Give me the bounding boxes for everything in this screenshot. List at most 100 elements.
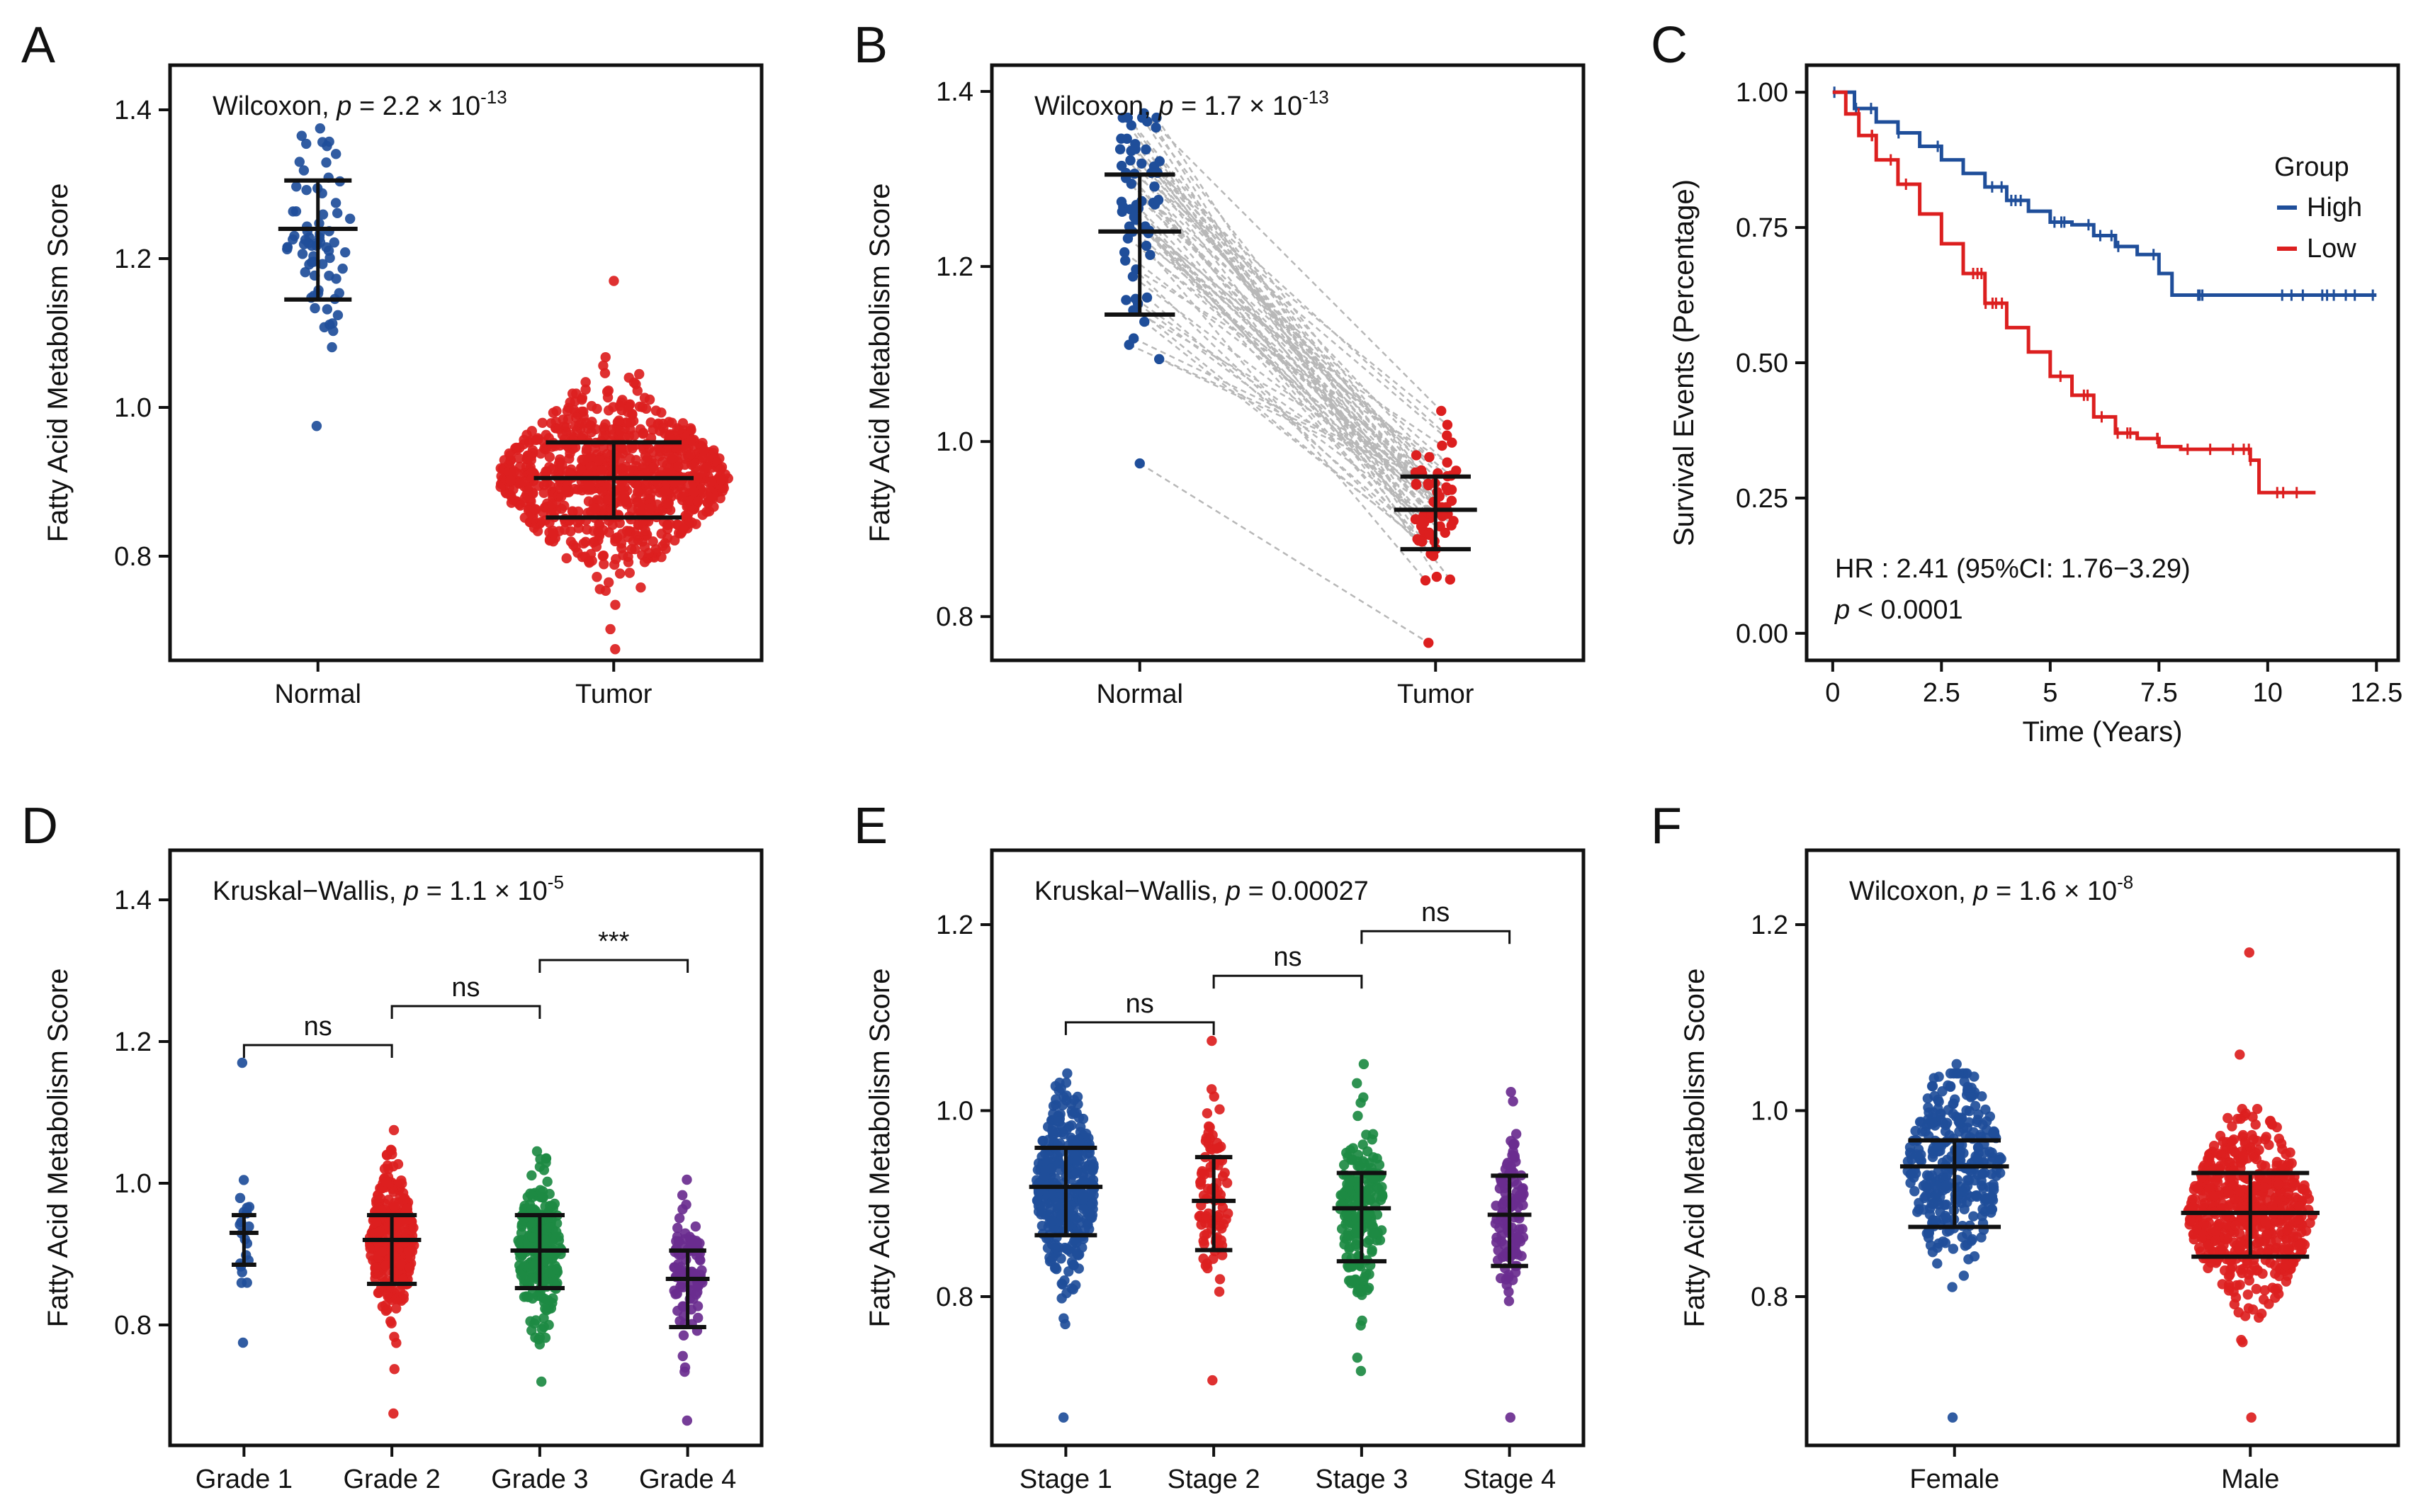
data-point [577,393,587,403]
data-point [1984,1182,1995,1192]
data-point [1199,1230,1210,1241]
data-point [2205,1257,2216,1268]
data-point [1924,1209,1936,1220]
plot-frame [168,848,764,1448]
data-point [2216,1244,2227,1256]
stat-annotation: Wilcoxon, p = 1.7 × 10-13 [1034,86,1329,121]
data-point [547,498,558,509]
data-point [1951,1059,1962,1070]
data-point [1937,1086,1948,1097]
data-point [639,557,650,568]
data-point [1416,536,1428,547]
data-point [365,1243,375,1254]
data-point [1954,1153,1965,1165]
data-point [395,1191,406,1202]
data-point [1932,1258,1943,1269]
data-point [1358,1275,1369,1286]
group-grade-2 [362,1124,422,1419]
data-point [1510,1129,1522,1139]
data-point [1124,339,1134,350]
x-tick-label: Normal [1097,679,1183,709]
y-axis-title: Fatty Acid Metabolism Score [1679,969,1710,1328]
y-tick-label: 1.0 [936,1097,973,1127]
data-point [1352,1352,1362,1363]
data-point [641,479,652,490]
data-point [692,472,703,483]
data-point [703,491,713,502]
data-point [1496,1178,1507,1188]
data-point [531,1146,543,1157]
data-point [1510,1239,1521,1250]
data-point [297,249,308,259]
x-tick-label: Stage 1 [1020,1465,1112,1494]
data-point [1345,1145,1355,1156]
data-point [686,424,696,436]
data-point [1989,1129,2000,1140]
data-point [515,500,526,511]
data-point [1437,440,1447,451]
data-point [548,528,559,539]
data-point [1505,1412,1516,1423]
data-point [1203,1127,1214,1139]
data-point [1136,158,1147,169]
bracket-line [1064,1021,1215,1035]
data-point [2300,1226,2312,1236]
data-point [1518,1200,1528,1210]
data-point [678,487,689,497]
data-point [1506,1087,1516,1098]
data-point [495,463,506,474]
data-point [1923,1102,1933,1113]
data-point [1942,1117,1953,1129]
data-point [324,270,334,281]
data-point [2198,1219,2209,1229]
data-point [1947,1412,1958,1423]
group-tumor [1394,405,1477,648]
data-point [538,487,549,498]
data-point [1141,240,1152,252]
data-point [2288,1231,2299,1243]
data-point [237,1057,248,1068]
data-point [380,1260,391,1271]
data-point [1968,1211,1979,1222]
data-point [1358,1059,1369,1070]
p-value: < 0.0001 [1850,595,1963,625]
legend-label: Low [2307,234,2356,264]
data-point [244,1202,255,1212]
data-point [508,484,519,495]
plot-frame [990,848,1586,1448]
data-point [1424,529,1435,541]
data-point [2185,1215,2196,1226]
data-point [1351,1241,1362,1252]
data-point [598,431,609,442]
data-point [1066,1120,1077,1131]
data-point [1923,1232,1934,1243]
data-point [1984,1146,1995,1157]
significance-bracket: ns [1064,989,1215,1035]
data-point [2237,1212,2247,1223]
data-point [1509,1151,1520,1161]
data-point [2254,1144,2264,1156]
data-point [655,446,666,457]
data-point [1119,247,1130,258]
data-point [2275,1187,2286,1197]
data-point [382,1160,393,1171]
data-point [1942,1180,1953,1191]
y-tick-label: 0.00 [1736,619,1788,649]
x-tick-label: Grade 4 [639,1465,736,1494]
data-point [674,1316,685,1326]
data-point [1503,1296,1515,1307]
data-point [2233,1307,2244,1318]
data-point [1121,295,1131,305]
data-point [590,424,601,435]
pair-line [1131,231,1426,581]
x-tick-label: Normal [275,679,361,709]
data-point [1195,1177,1206,1187]
data-point [1980,1104,1991,1115]
panel-letter: D [21,798,58,854]
data-point [534,1161,546,1173]
km-curve-high [1832,86,2377,301]
data-point [516,1221,527,1232]
data-point [311,421,322,431]
data-point [1051,1197,1062,1208]
data-point [2225,1269,2235,1280]
